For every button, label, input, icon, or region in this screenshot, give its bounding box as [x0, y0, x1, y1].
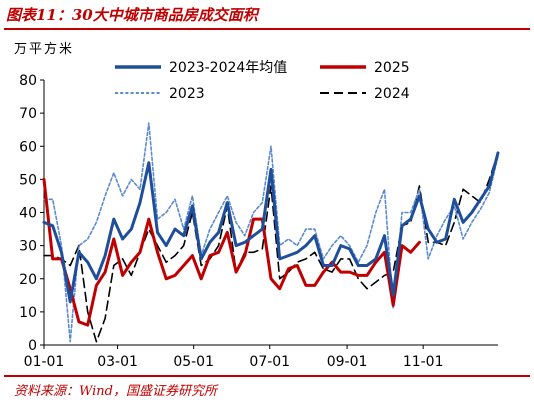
- y-tick-label: 30: [19, 239, 37, 255]
- title-divider: [4, 28, 530, 30]
- x-tick-label: 07-01: [249, 354, 290, 370]
- x-tick-label: 11-01: [403, 354, 444, 370]
- x-tick-label: 09-01: [327, 354, 368, 370]
- x-tick-label: 05-01: [173, 354, 214, 370]
- series-line-3: [43, 152, 499, 343]
- y-tick-label: 50: [19, 172, 37, 188]
- figure-title: 图表11：30大中城市商品房成交面积: [6, 6, 258, 24]
- source-note: 资料来源：Wind，国盛证券研究所: [14, 384, 217, 399]
- legend-label-0: 2023-2024年均值: [169, 60, 287, 76]
- series-layer: [42, 122, 500, 343]
- legend-label-2: 2023: [169, 86, 205, 102]
- legend-label-3: 2024: [374, 86, 410, 102]
- source-divider: [4, 375, 530, 377]
- x-tick-label: 01-01: [24, 354, 65, 370]
- legend-label-1: 2025: [374, 60, 410, 76]
- x-tick-label: 03-01: [97, 354, 138, 370]
- chart-axes: 0 10 20 30 40 50 60 70 80 01-01 03-01 05-01 07-01 09-…: [19, 73, 498, 370]
- y-tick-label: 20: [19, 272, 37, 288]
- y-tick-label: 10: [19, 305, 37, 321]
- y-axis-label: 万平方米: [14, 41, 74, 57]
- y-tick-label: 80: [19, 73, 37, 89]
- y-tick-label: 0: [28, 338, 37, 354]
- series-line-0: [42, 151, 500, 304]
- chart-legend: 2023-2024年均值 2025 2023 2024: [115, 60, 410, 102]
- y-tick-label: 40: [19, 206, 37, 222]
- y-tick-label: 70: [19, 106, 37, 122]
- line-chart: 万平方米 0 10 20 30 40 50 60 70 80 01-01 03-01 05-01 07-…: [14, 41, 500, 370]
- series-line-1: [42, 177, 421, 327]
- y-tick-label: 60: [19, 139, 37, 155]
